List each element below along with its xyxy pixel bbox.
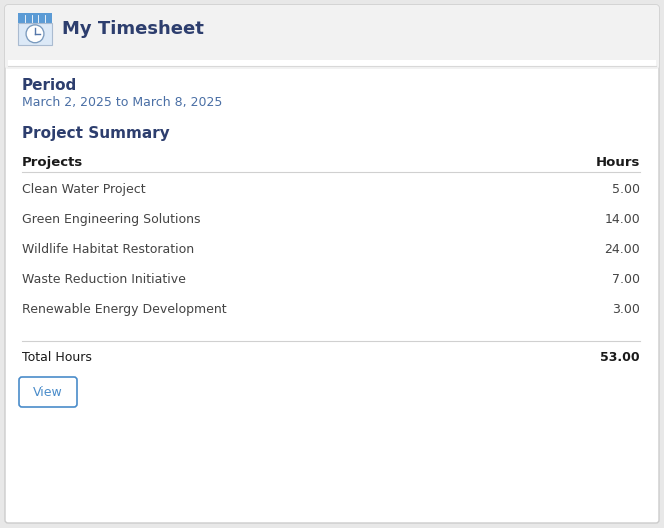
Bar bbox=[18, 23, 52, 45]
FancyBboxPatch shape bbox=[19, 377, 77, 407]
Text: 14.00: 14.00 bbox=[604, 213, 640, 226]
Text: Period: Period bbox=[22, 78, 77, 93]
Text: Project Summary: Project Summary bbox=[22, 126, 170, 141]
Text: 24.00: 24.00 bbox=[604, 243, 640, 256]
Text: 5.00: 5.00 bbox=[612, 183, 640, 196]
Text: Green Engineering Solutions: Green Engineering Solutions bbox=[22, 213, 201, 226]
Circle shape bbox=[26, 25, 44, 43]
Text: Projects: Projects bbox=[22, 156, 83, 169]
FancyBboxPatch shape bbox=[5, 5, 659, 69]
Text: March 2, 2025 to March 8, 2025: March 2, 2025 to March 8, 2025 bbox=[22, 96, 222, 109]
Text: Waste Reduction Initiative: Waste Reduction Initiative bbox=[22, 273, 186, 286]
Text: 53.00: 53.00 bbox=[600, 351, 640, 364]
Text: 7.00: 7.00 bbox=[612, 273, 640, 286]
Text: Clean Water Project: Clean Water Project bbox=[22, 183, 145, 196]
Bar bbox=[18, 13, 52, 23]
Text: Hours: Hours bbox=[596, 156, 640, 169]
Text: Renewable Energy Development: Renewable Energy Development bbox=[22, 303, 226, 316]
Text: View: View bbox=[33, 385, 63, 399]
Text: 3.00: 3.00 bbox=[612, 303, 640, 316]
Text: Wildlife Habitat Restoration: Wildlife Habitat Restoration bbox=[22, 243, 194, 256]
Text: My Timesheet: My Timesheet bbox=[62, 20, 204, 38]
Text: Total Hours: Total Hours bbox=[22, 351, 92, 364]
Bar bbox=[8, 60, 656, 66]
FancyBboxPatch shape bbox=[5, 5, 659, 523]
